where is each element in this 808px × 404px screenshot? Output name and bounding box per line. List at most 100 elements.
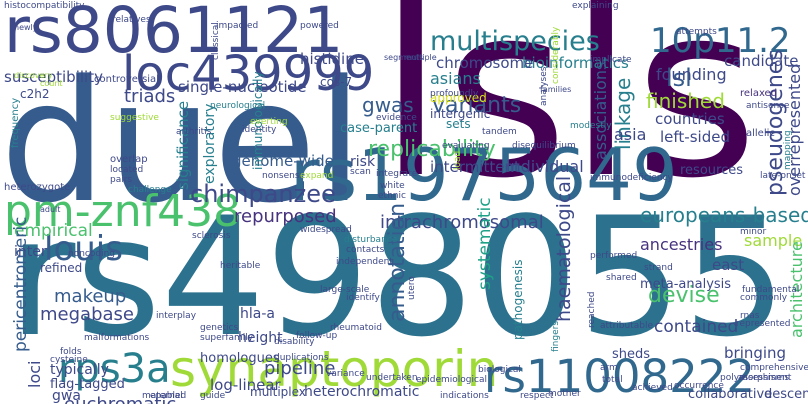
word: located [110, 165, 143, 175]
word: mapping [783, 130, 793, 170]
word: fingers [551, 321, 561, 352]
word: multispecies [430, 26, 600, 57]
word: intermittent [430, 158, 520, 176]
word: identity [242, 125, 277, 135]
word: hla-a [240, 306, 275, 322]
word: exploratory [202, 104, 218, 184]
word: follow-up [296, 331, 337, 341]
word: devise [648, 283, 720, 308]
word: impacted [216, 21, 258, 31]
word: case-parent [340, 121, 417, 136]
word: utero [407, 276, 417, 300]
word: newly [14, 23, 38, 32]
word: sclerosis [192, 231, 231, 241]
word: gwas [362, 93, 414, 117]
word: rs1975649 [290, 133, 678, 217]
word: inter [14, 244, 47, 260]
word: sample [744, 231, 802, 250]
word: overrepresented [785, 64, 804, 196]
word: pericentromeric [11, 217, 31, 352]
word: homologues [200, 351, 280, 366]
word: bioinformatics [522, 54, 629, 72]
word: total [602, 375, 623, 385]
word: rheumatoid [330, 323, 382, 333]
word: sheds [612, 347, 650, 362]
word: susceptibility [4, 68, 103, 86]
word: height [238, 330, 283, 346]
word: cos-7 [320, 75, 352, 89]
word: makeup [54, 286, 126, 307]
word: heterozygote [4, 182, 70, 193]
word: left-sided [660, 128, 730, 146]
word: asians [430, 69, 481, 88]
word: rs498055 [8, 182, 787, 373]
word: loc439999 [122, 46, 374, 102]
word: discovery [14, 71, 53, 80]
word: folds [60, 347, 82, 357]
word: allelic [746, 128, 775, 139]
word: large-scale [320, 285, 370, 295]
word: contacts [346, 245, 385, 255]
word: mother [548, 389, 581, 399]
word: rnas [740, 311, 760, 321]
word: chimpanzee [190, 180, 336, 208]
word: assessment [738, 373, 792, 383]
word: white [380, 181, 405, 191]
word: implicate [590, 55, 632, 65]
word: log-linear [210, 376, 282, 394]
word: cysteine [50, 355, 88, 365]
word: bringing [724, 344, 786, 362]
word: refined [40, 261, 82, 275]
word: attempts [676, 27, 717, 37]
word: triads [124, 86, 175, 107]
word: c2h2 [20, 87, 49, 101]
word: individual [506, 157, 584, 176]
word: polymorphisms [720, 373, 789, 383]
word: immunodeficiency [590, 173, 674, 183]
word: guide [200, 391, 226, 401]
word: disturbance [344, 235, 398, 245]
word: europeans-based [640, 203, 808, 227]
word: enabled [150, 391, 186, 401]
word: challenge [128, 185, 172, 195]
word: relaxed [740, 88, 777, 99]
word: associations [591, 62, 610, 160]
word: suggestive [110, 113, 159, 123]
word: collaborative [688, 387, 772, 402]
word: ethnic [378, 191, 406, 201]
word: comprehensive [740, 363, 808, 373]
word: candidate [724, 52, 798, 70]
word: integrate [376, 169, 418, 179]
word: multiple [404, 53, 437, 62]
word: performed [590, 251, 637, 261]
word: pairs [110, 175, 132, 185]
word: rps3a [58, 346, 171, 392]
word: adult [40, 205, 60, 214]
word: biological [478, 365, 521, 375]
word: loci [25, 361, 44, 388]
word: histidine [300, 50, 364, 68]
word: duel [0, 44, 363, 240]
word: antisense [746, 101, 790, 111]
word: scan [350, 167, 371, 177]
word: overlap [110, 154, 148, 165]
word: expand [300, 171, 333, 181]
word: frequency [10, 98, 21, 148]
word: indications [440, 391, 489, 401]
word: shared [606, 273, 637, 283]
word: powered [300, 21, 339, 31]
word: achieved [632, 383, 673, 393]
word: lsl [666, 64, 692, 92]
word: intergenic [430, 107, 490, 121]
word: haematological [553, 176, 575, 322]
word: typically [50, 362, 109, 378]
word: noncoding [68, 249, 115, 259]
word: heritable [220, 261, 261, 271]
word: countries [655, 110, 725, 128]
word: independent [336, 257, 393, 267]
word: meta-analysis [640, 277, 731, 292]
word: classical [211, 22, 221, 60]
word: modestly [570, 121, 612, 131]
word: multiplex [250, 385, 306, 399]
word: repurposed [234, 206, 337, 227]
